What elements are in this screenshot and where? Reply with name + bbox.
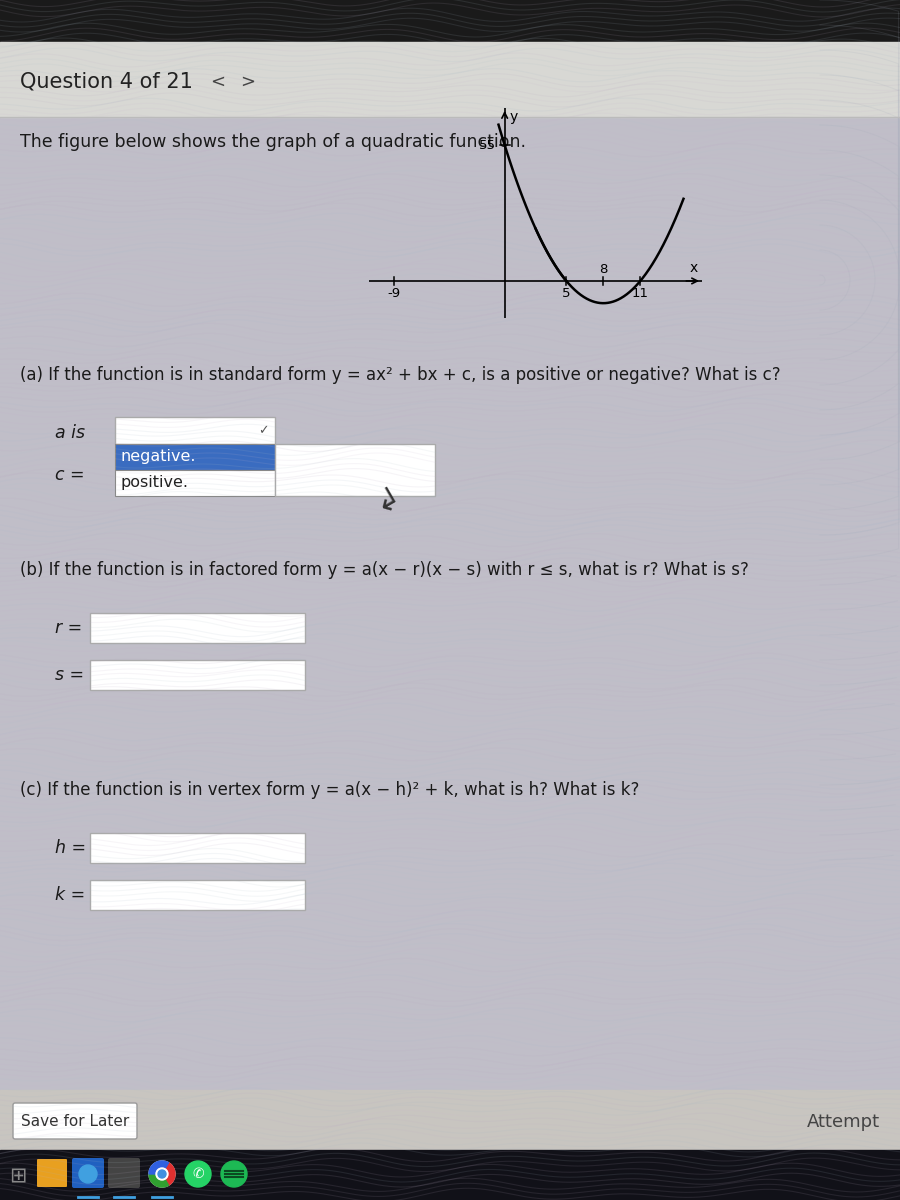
Polygon shape [149,1174,168,1187]
Text: positive.: positive. [121,475,189,491]
Text: ↲: ↲ [370,481,407,518]
Bar [90,660,305,690]
Polygon shape [162,1163,175,1186]
Circle shape [79,1165,97,1183]
Text: ✓: ✓ [257,424,268,437]
Bar [0,1090,900,1154]
Text: <: < [210,73,225,91]
Text: r =: r = [55,619,82,637]
Bar [90,880,305,910]
Text: (c) If the function is in vertex form y = a(x − h)² + k, what is h? What is k?: (c) If the function is in vertex form y … [20,781,639,799]
Bar [0,1150,900,1200]
Text: y: y [509,110,518,125]
Text: The figure below shows the graph of a quadratic function.: The figure below shows the graph of a qu… [20,133,526,151]
Text: 55: 55 [479,138,496,151]
Text: 11: 11 [632,287,649,300]
Text: ✆: ✆ [193,1166,203,1181]
FancyBboxPatch shape [72,1158,104,1188]
Bar [0,0,900,42]
Text: k =: k = [55,886,86,904]
Circle shape [221,1162,247,1187]
Circle shape [149,1162,175,1187]
Text: 8: 8 [599,263,608,276]
Bar [115,444,275,470]
FancyBboxPatch shape [108,1158,140,1188]
Text: 5: 5 [562,287,571,300]
Bar [90,833,305,863]
Text: (a) If the function is in standard form y = ax² + bx + c, is a positive or negat: (a) If the function is in standard form … [20,366,780,384]
Text: negative.: negative. [121,450,196,464]
Text: Attempt: Attempt [807,1114,880,1130]
FancyBboxPatch shape [13,1103,137,1139]
Bar [0,42,900,116]
Polygon shape [149,1162,168,1174]
Text: -9: -9 [387,287,400,300]
Text: Question 4 of 21: Question 4 of 21 [20,72,193,92]
Bar [90,613,305,643]
Text: Save for Later: Save for Later [21,1115,129,1129]
Text: h =: h = [55,839,86,857]
Text: a is: a is [55,424,85,442]
Text: >: > [240,73,255,91]
Text: x: x [690,260,698,275]
Bar [115,470,275,496]
Circle shape [185,1162,211,1187]
FancyBboxPatch shape [37,1159,67,1187]
Text: ⊞: ⊞ [9,1165,27,1186]
Text: (b) If the function is in factored form y = a(x − r)(x − s) with r ≤ s, what is : (b) If the function is in factored form … [20,560,749,578]
Bar [275,444,435,496]
Bar [115,416,275,444]
Circle shape [158,1170,166,1178]
Text: s =: s = [55,666,84,684]
Text: c =: c = [55,466,85,484]
Circle shape [156,1168,168,1180]
